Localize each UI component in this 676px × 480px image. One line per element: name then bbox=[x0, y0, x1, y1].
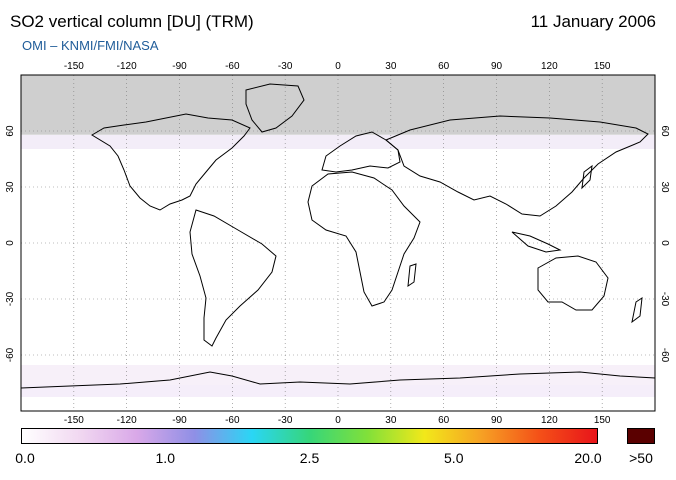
coastline-south-america bbox=[189, 209, 277, 347]
coastline-asia bbox=[385, 115, 649, 217]
colorbar-overflow-swatch bbox=[627, 428, 655, 444]
map-frame bbox=[20, 74, 656, 412]
longitude-tick-top: -30 bbox=[277, 61, 293, 72]
longitude-tick-top: -90 bbox=[172, 61, 187, 72]
data-credit: OMI – KNMI/FMI/NASA bbox=[22, 38, 159, 53]
colorbar-label: 20.0 bbox=[574, 450, 602, 466]
longitude-tick-bot: -120 bbox=[116, 415, 137, 426]
longitude-tick-bot: 150 bbox=[593, 415, 611, 426]
coastline-japan bbox=[581, 164, 593, 190]
colorbar-label: 0.0 bbox=[15, 450, 35, 466]
colorbar-label: 1.0 bbox=[155, 450, 175, 466]
longitude-tick-bot: 30 bbox=[385, 415, 397, 426]
so2-tint-band bbox=[21, 135, 655, 149]
longitude-tick-top: -60 bbox=[225, 61, 240, 72]
latitude-tick-left: 0 bbox=[5, 240, 16, 246]
latitude-tick-left: -60 bbox=[5, 347, 16, 363]
longitude-tick-top: 30 bbox=[385, 61, 397, 72]
latitude-tick-right: -30 bbox=[659, 291, 670, 307]
latitude-tick-left: 60 bbox=[5, 125, 16, 137]
longitude-tick-top: 120 bbox=[540, 61, 558, 72]
longitude-tick-bot: -30 bbox=[277, 415, 293, 426]
colorbar bbox=[21, 428, 598, 444]
map-date: 11 January 2006 bbox=[530, 12, 656, 31]
longitude-tick-top: 150 bbox=[593, 61, 611, 72]
longitude-tick-bot: 60 bbox=[438, 415, 450, 426]
coastline-africa bbox=[307, 171, 421, 307]
coastline-greenland bbox=[245, 83, 305, 133]
coastline-madagascar bbox=[407, 263, 417, 288]
longitude-tick-bot: 120 bbox=[540, 415, 558, 426]
graticule bbox=[21, 75, 655, 411]
longitude-tick-bot: -90 bbox=[172, 415, 187, 426]
longitude-tick-top: -120 bbox=[116, 61, 137, 72]
longitude-tick-bot: 0 bbox=[335, 415, 341, 426]
coastline-north-america bbox=[91, 113, 251, 211]
longitude-tick-top: 60 bbox=[438, 61, 450, 72]
longitude-tick-top: -150 bbox=[63, 61, 84, 72]
coastline-new-zealand bbox=[631, 296, 643, 324]
latitude-tick-right: -60 bbox=[659, 347, 670, 363]
latitude-tick-left: 30 bbox=[5, 181, 16, 193]
longitude-tick-bot: 90 bbox=[490, 415, 503, 426]
coastline-australia bbox=[537, 255, 609, 311]
latitude-tick-right: 0 bbox=[659, 240, 670, 246]
latitude-tick-right: 60 bbox=[659, 125, 670, 137]
coastline-indonesia bbox=[511, 231, 562, 253]
longitude-tick-top: 0 bbox=[335, 61, 341, 72]
longitude-tick-bot: -60 bbox=[225, 415, 240, 426]
latitude-tick-left: -30 bbox=[5, 291, 16, 307]
map-title: SO2 vertical column [DU] (TRM) bbox=[10, 12, 254, 31]
latitude-tick-right: 30 bbox=[659, 181, 670, 193]
longitude-tick-bot: -150 bbox=[63, 415, 84, 426]
colorbar-overflow-label: >50 bbox=[629, 450, 653, 466]
longitude-tick-top: 90 bbox=[490, 61, 503, 72]
colorbar-label: 5.0 bbox=[444, 450, 464, 466]
colorbar-label: 2.5 bbox=[299, 450, 320, 466]
